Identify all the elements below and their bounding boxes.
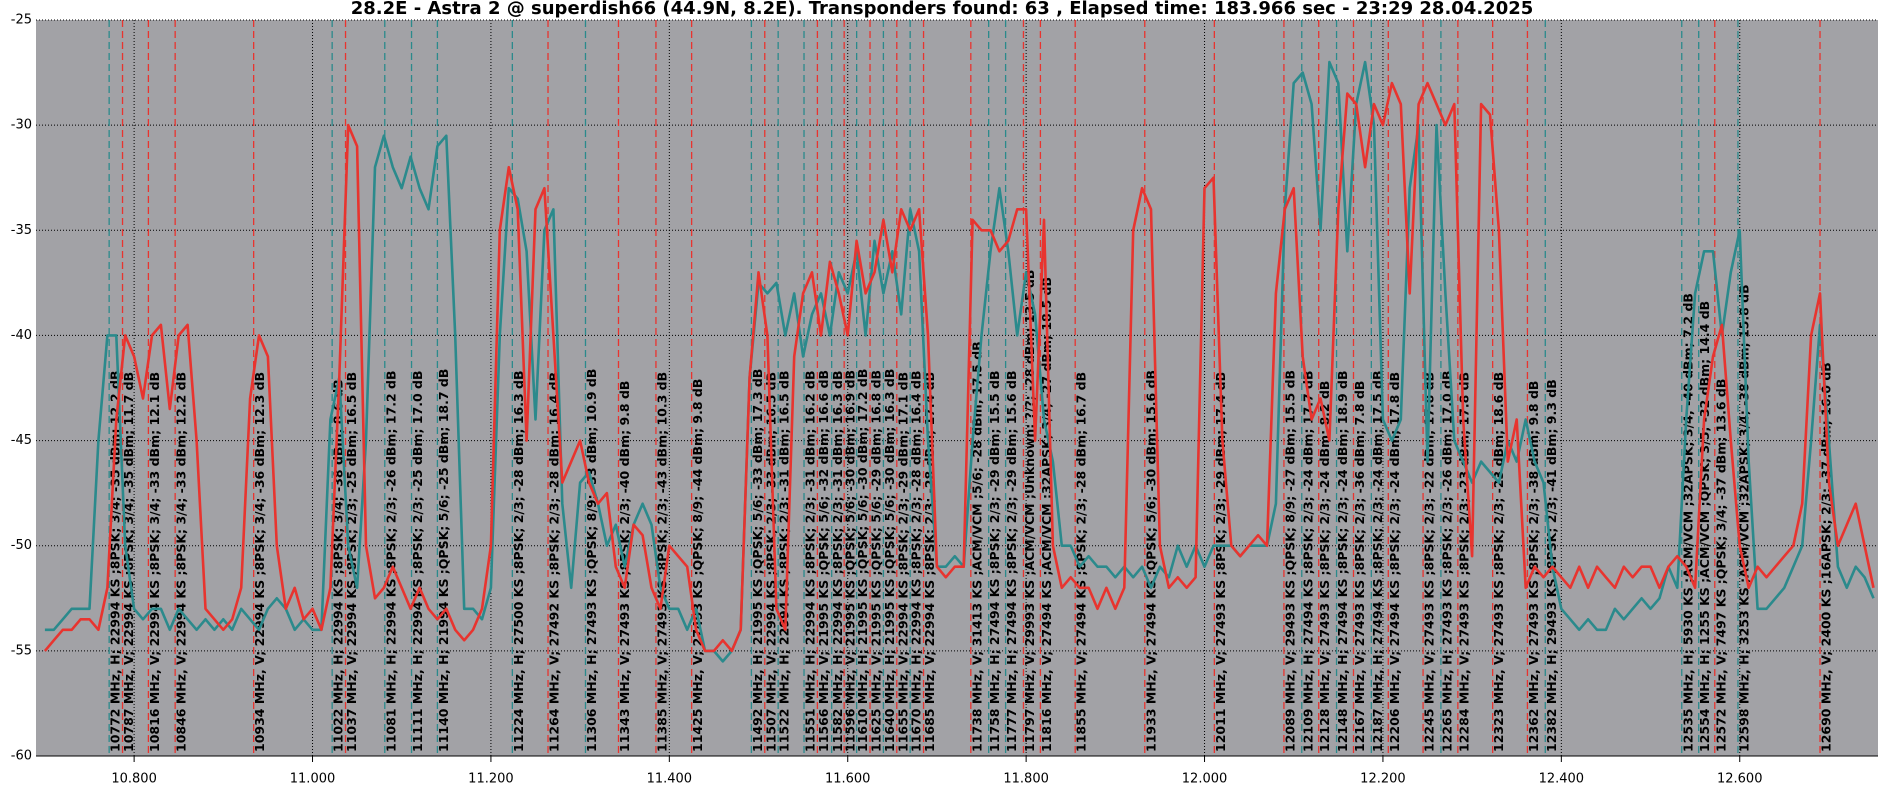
transponder-label: 12535 MHz, H; 5930 KS ;ACM/VCM ;32APSK; … bbox=[1680, 293, 1695, 752]
y-tick-label: -60 bbox=[11, 749, 32, 764]
transponder-label: 11492 MHz, H; 21995 KS ;QPSK; 5/6; -33 d… bbox=[750, 369, 765, 752]
transponder-label: 12284 MHz, V; 27493 KS ;8PSK; 2/3; -23 d… bbox=[1456, 372, 1471, 752]
spectrum-line bbox=[43, 81, 1875, 653]
transponder-label: 11081 MHz, H; 22994 KS ;8PSK; 2/3; -26 d… bbox=[383, 371, 398, 752]
y-tick-label: -25 bbox=[11, 13, 32, 28]
y-tick-label: -40 bbox=[11, 328, 32, 343]
x-tick-label: 11.000 bbox=[290, 772, 336, 787]
transponder-label: 11855 MHz, V; 27494 KS ;8PSK; 2/3; -28 d… bbox=[1074, 372, 1089, 752]
transponder-label: 12187 MHz, H; 27494 KS ;8PSK; 2/3; -24 d… bbox=[1370, 371, 1385, 752]
transponder-label: 12323 MHz, V; 27493 KS ;8PSK; 2/3; -23 d… bbox=[1491, 372, 1506, 752]
transponder-label: 10846 MHz, V; 22994 KS ;8PSK; 3/4; -33 d… bbox=[174, 372, 189, 752]
transponder-label: 12109 MHz, H; 27494 KS ;8PSK; 2/3; -24 d… bbox=[1300, 371, 1315, 752]
transponder-label: 11933 MHz, V; 27494 KS ;QPSK; 5/6; -30 d… bbox=[1143, 370, 1158, 752]
chart-title: 28.2E - Astra 2 @ superdish66 (44.9N, 8.… bbox=[351, 0, 1534, 19]
x-tick-label: 11.400 bbox=[647, 772, 693, 787]
transponder-label: 11425 MHz, V; 27493 KS ;QPSK; 8/9; -44 d… bbox=[690, 379, 705, 752]
transponder-label: 11111 MHz, H; 22994 KS ;8PSK; 2/3; -25 d… bbox=[410, 371, 425, 752]
transponder-label: 12206 MHz, V; 27494 KS ;8PSK; 2/3; -24 d… bbox=[1387, 372, 1402, 752]
transponder-label: 12011 MHz, V; 27493 KS ;8PSK; 2/3; -29 d… bbox=[1213, 372, 1228, 752]
transponder-label: 11140 MHz, H; 21994 KS ;QPSK; 5/6; -25 d… bbox=[436, 369, 451, 752]
y-tick-label: -30 bbox=[11, 118, 32, 133]
transponder-label: 11507 MHz, V; 22994 KS ;8PSK; 2/3; -33 d… bbox=[763, 372, 778, 752]
transponder-label: 11640 MHz, H; 21995 KS ;QPSK; 5/6; -30 d… bbox=[882, 369, 897, 752]
transponder-label: 11655 MHz, V; 22994 KS ;8PSK; 2/3; -29 d… bbox=[895, 372, 910, 752]
transponder-label: 12128 MHz, V; 27493 KS ;8PSK; 2/3; -24 d… bbox=[1317, 381, 1332, 752]
x-tick-label: 11.800 bbox=[1003, 772, 1049, 787]
transponder-label: 12265 MHz, H; 27493 KS ;8PSK; 2/3; -26 d… bbox=[1439, 371, 1454, 752]
transponder-label: 11670 MHz, H; 22994 KS ;8PSK; 2/3; -28 d… bbox=[909, 371, 924, 752]
transponder-label: 11306 MHz, H; 27493 KS ;QPSK; 8/9; -33 d… bbox=[584, 369, 599, 752]
transponder-label: 10772 MHz, H; 22994 KS ;8PSK; 3/4; -35 d… bbox=[108, 371, 123, 752]
transponder-label: 11224 MHz, H; 27500 KS ;8PSK; 2/3; -28 d… bbox=[511, 371, 526, 752]
y-tick-label: -45 bbox=[11, 433, 32, 448]
plot-area bbox=[36, 20, 1878, 756]
transponder-label: 10934 MHz, V; 22994 KS ;8PSK; 3/4; -36 d… bbox=[252, 372, 267, 752]
x-tick-label: 12.200 bbox=[1360, 772, 1406, 787]
transponder-label: 10816 MHz, V; 22994 KS ;8PSK; 3/4; -33 d… bbox=[147, 372, 162, 752]
spectrum-line bbox=[44, 60, 1875, 663]
x-tick-label: 12.600 bbox=[1717, 772, 1763, 787]
x-tick-label: 12.400 bbox=[1539, 772, 1585, 787]
transponder-label: 11777 MHz, H; 27494 KS ;8PSK; 2/3; -29 d… bbox=[1004, 371, 1019, 752]
transponder-label: 11264 MHz, V; 27492 KS ;8PSK; 2/3; -28 d… bbox=[547, 372, 562, 752]
y-tick-label: -50 bbox=[11, 538, 32, 553]
x-tick-label: 12.000 bbox=[1182, 772, 1228, 787]
transponder-label: 12148 MHz, H; 27494 KS ;8PSK; 2/3; -24 d… bbox=[1335, 371, 1350, 752]
transponder-label: 11551 MHz, H; 22994 KS ;8PSK; 2/3; -31 d… bbox=[803, 371, 818, 752]
transponder-label: 12167 MHz, V; 27493 KS ;8PSK; 2/3; -36 d… bbox=[1352, 381, 1367, 752]
transponder-label: 12245 MHz, V; 27493 KS ;8PSK; 2/3; -22 d… bbox=[1422, 372, 1437, 752]
transponder-label: 11685 MHz, V; 22994 KS ;8PSK; 2/3; -28 d… bbox=[922, 372, 937, 752]
transponder-label: 11582 MHz, H; 22994 KS ;8PSK; 2/3; -31 d… bbox=[830, 371, 845, 752]
transponder-label: 12572 MHz, V; 7497 KS ;QPSK; 3/4; -37 dB… bbox=[1713, 379, 1728, 752]
transponder-label: 12554 MHz, H; 1255 KS ;ACM/VCM ;QPSK; 3/… bbox=[1697, 301, 1712, 752]
y-tick-label: -55 bbox=[11, 643, 32, 658]
transponder-label: 11610 MHz, H; 21995 KS ;QPSK; 5/6; -30 d… bbox=[855, 369, 870, 752]
x-tick-label: 10.800 bbox=[111, 772, 157, 787]
transponder-label: 11596 MHz, V; 21995 KS ;QPSK; 5/6; -30 d… bbox=[843, 370, 858, 752]
transponder-label: 11522 MHz, H; 22994 KS ;8PSK; 2/3; -31 d… bbox=[777, 371, 792, 752]
x-tick-label: 11.600 bbox=[825, 772, 871, 787]
y-tick-label: -35 bbox=[11, 223, 32, 238]
transponder-label: 11625 MHz, V; 21995 KS ;QPSK; 5/6; -29 d… bbox=[869, 370, 884, 752]
transponder-label: 12598 MHz, H; 3253 KS ;ACM/VCM ;32APSK; … bbox=[1736, 284, 1751, 752]
transponder-label: 11566 MHz, V; 21995 KS ;QPSK; 5/6; -32 d… bbox=[816, 370, 831, 752]
transponder-label: 11797 MHz, V; 29993 KS ;ACM/VCM ;Unknown… bbox=[1022, 270, 1037, 752]
transponder-label: 11385 MHz, V; 27493 KS ;8PSK; 2/3; -43 d… bbox=[654, 372, 669, 752]
transponder-label: 12089 MHz, V; 29493 KS ;QPSK; 8/9; -27 d… bbox=[1282, 370, 1297, 752]
transponder-label: 11758 MHz, H; 27494 KS ;8PSK; 2/3; -29 d… bbox=[987, 371, 1002, 752]
x-tick-label: 11.200 bbox=[468, 772, 514, 787]
